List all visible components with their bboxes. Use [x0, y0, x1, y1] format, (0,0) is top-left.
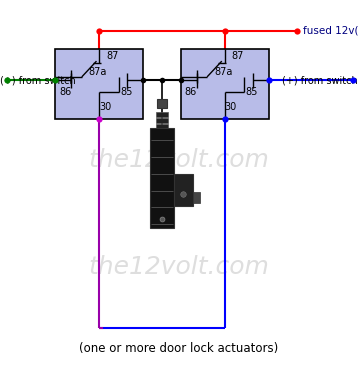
Bar: [155, 124, 168, 130]
Bar: [155, 118, 168, 124]
Text: the12volt.com: the12volt.com: [88, 255, 270, 279]
Bar: [193, 192, 200, 203]
Bar: [155, 112, 168, 117]
Text: 30: 30: [99, 102, 112, 112]
Bar: [174, 174, 193, 206]
Text: (+) from switch: (+) from switch: [282, 75, 358, 85]
Text: 86: 86: [59, 87, 71, 97]
Text: 30: 30: [225, 102, 237, 112]
Text: 87a: 87a: [89, 67, 107, 77]
Bar: [155, 137, 168, 143]
Text: 85: 85: [246, 87, 258, 97]
Text: 86: 86: [184, 87, 197, 97]
Text: (one or more door lock actuators): (one or more door lock actuators): [79, 342, 279, 355]
Bar: [55, 49, 143, 119]
Bar: [181, 49, 268, 119]
Text: (+) from switch: (+) from switch: [0, 75, 76, 85]
Text: fused 12v(+): fused 12v(+): [303, 25, 358, 36]
Bar: [155, 131, 168, 136]
Bar: [150, 128, 174, 228]
Text: 85: 85: [120, 87, 133, 97]
Text: 87: 87: [232, 51, 244, 61]
Text: 87a: 87a: [214, 67, 232, 77]
Text: 87: 87: [106, 51, 119, 61]
Text: the12volt.com: the12volt.com: [88, 148, 270, 172]
Bar: [157, 99, 167, 108]
